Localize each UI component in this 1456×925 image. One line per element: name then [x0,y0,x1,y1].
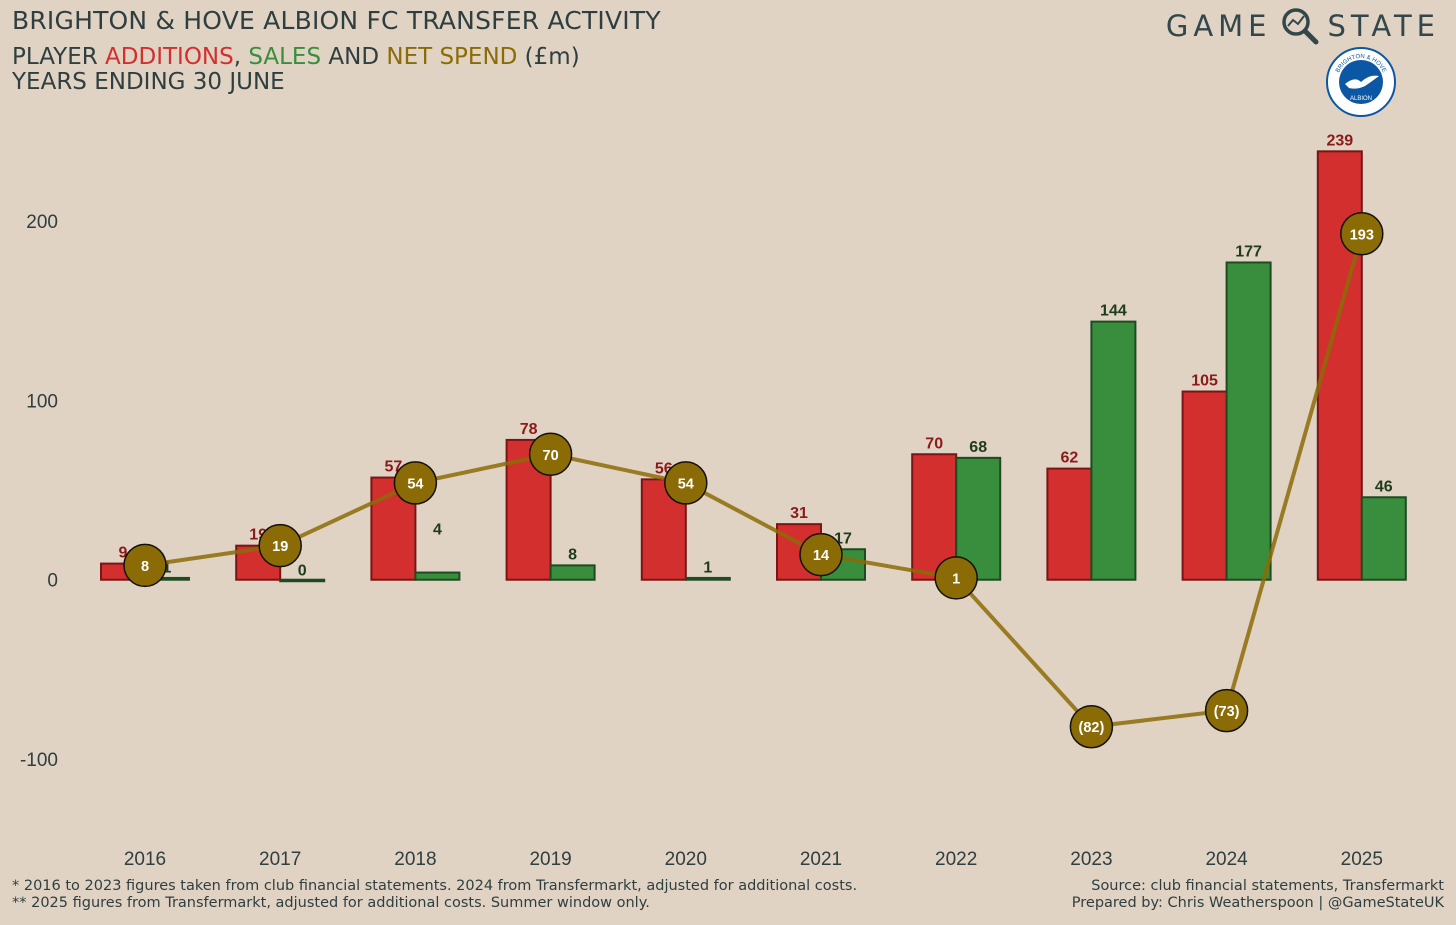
additions-value-label: 62 [1061,450,1079,467]
source-note: Source: club financial statements, Trans… [1091,878,1444,894]
subtitle-sales: SALES [248,44,322,70]
x-tick-label: 2023 [1070,849,1112,870]
y-tick-label: 0 [47,571,58,592]
net-spend-value-label: 54 [407,476,423,492]
x-tick-label: 2024 [1205,849,1248,870]
footnote-2: ** 2025 figures from Transfermarkt, adju… [12,895,650,911]
x-tick-label: 2021 [800,849,842,870]
sales-bar [279,578,326,583]
crest-bottom-text: ALBION [1350,96,1372,102]
net-spend-marker [1069,704,1114,749]
sales-value-label: 1 [703,560,712,577]
sales-value-label: 1 [163,560,172,577]
x-tick-label: 2016 [124,849,166,870]
additions-value-label: 78 [520,421,538,438]
credits: Source: club financial statements, Trans… [1072,878,1444,912]
subtitle-suffix: (£m) [517,44,580,70]
x-tick-label: 2018 [394,849,436,870]
footnote-1: * 2016 to 2023 figures taken from club f… [12,878,858,894]
net-spend-value-label: (82) [1079,720,1105,736]
net-spend-marker [934,556,978,600]
prepared-by: Prepared by: Chris Weatherspoon | @GameS… [1071,895,1444,911]
net-spend-value-label: 70 [543,448,559,464]
y-tick-label: 100 [26,391,58,412]
subtitle-separator-2: AND [321,44,387,70]
sales-value-label: 0 [298,563,307,580]
sales-bar [414,571,461,581]
sales-value-label: 4 [433,522,442,539]
net-spend-marker [528,432,573,477]
sales-value-label: 144 [1100,303,1127,320]
sales-value-label: 68 [969,439,987,456]
net-spend-value-label: 1 [952,571,960,587]
net-spend-marker [1340,212,1384,256]
additions-bar [1181,390,1228,581]
sales-bar [1360,496,1407,581]
subtitle-net-spend: NET SPEND [386,44,518,70]
net-spend-line [144,233,1364,729]
chart-title: BRIGHTON & HOVE ALBION FC TRANSFER ACTIV… [12,6,661,35]
additions-value-label: 31 [790,505,808,522]
net-spend-value-label: 19 [272,539,288,555]
x-tick-label: 2020 [665,849,707,870]
net-spend-marker [123,543,167,588]
brighton-crest-icon: BRIGHTON & HOVE ALBION [1326,47,1396,117]
sales-bar [1090,320,1137,581]
x-tick-label: 2017 [259,849,301,870]
net-spend-marker [1204,688,1249,733]
net-spend-marker [799,532,843,577]
net-spend-marker [393,461,438,505]
additions-value-label: 239 [1326,132,1353,149]
additions-value-label: 9 [119,545,128,562]
sales-bar [1225,261,1272,581]
footnotes: * 2016 to 2023 figures taken from club f… [12,878,857,912]
subtitle-prefix: PLAYER [12,44,106,70]
x-tick-label: 2019 [529,849,571,870]
subtitle-additions: ADDITIONS [105,44,234,70]
brand-word-right: STATE [1327,9,1440,43]
net-spend-value-label: 8 [141,559,149,575]
x-tick-label: 2022 [935,849,977,870]
net-spend-marker [664,461,708,505]
y-tick-label: 200 [26,212,58,233]
chart-subtitle: PLAYER ADDITIONS, SALES AND NET SPEND (£… [12,44,580,70]
additions-value-label: 70 [925,435,943,452]
sales-value-label: 177 [1235,243,1262,260]
additions-bar [1046,467,1093,581]
sales-bar [549,564,596,581]
sales-value-label: 46 [1375,478,1393,495]
sales-value-label: 8 [568,547,577,564]
net-spend-value-label: (73) [1214,704,1240,720]
subtitle-separator-1: , [233,44,249,70]
net-spend-value-label: 193 [1350,227,1374,243]
chart-subtitle-line2: YEARS ENDING 30 JUNE [12,69,285,95]
sales-bar [684,576,731,581]
additions-value-label: 105 [1191,373,1218,390]
x-tick-label: 2025 [1341,849,1383,870]
brand-word-left: GAME [1165,9,1272,43]
net-spend-value-label: 14 [813,548,829,564]
net-spend-value-label: 54 [678,476,694,492]
y-tick-label: -100 [20,750,58,771]
game-state-logo: GAME STATE [1166,6,1440,46]
net-spend-marker [258,523,302,568]
magnifier-chart-icon [1281,8,1318,45]
